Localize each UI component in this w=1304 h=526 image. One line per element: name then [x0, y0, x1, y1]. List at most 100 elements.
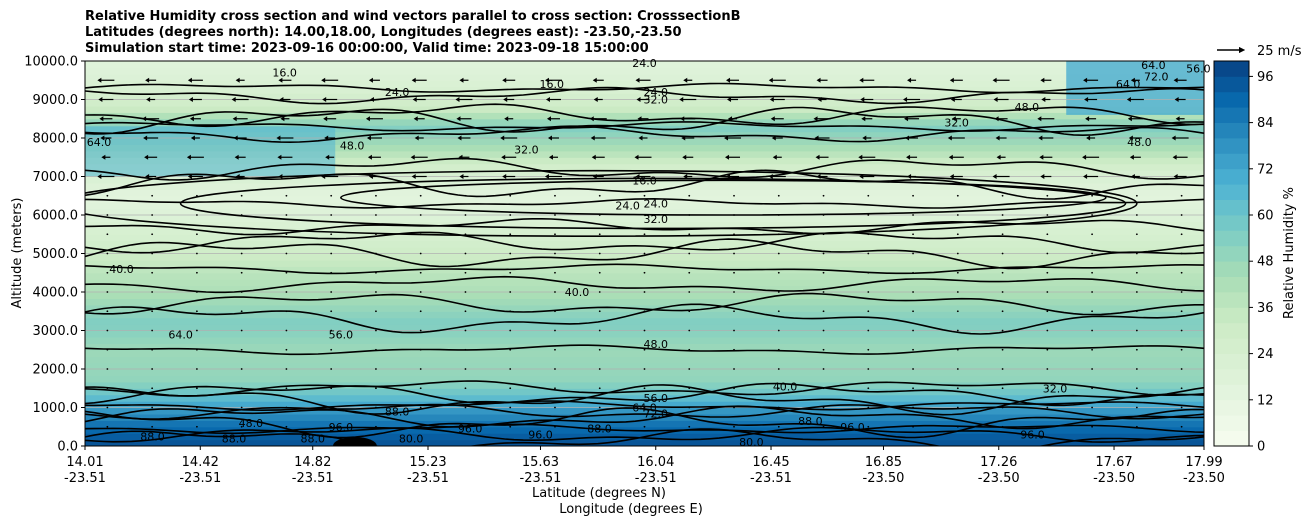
wind-vector-dot	[1180, 406, 1183, 409]
wind-vector-head	[950, 97, 955, 102]
wind-vector-head	[637, 116, 642, 122]
quiver-key: 25 m/s	[1217, 44, 1302, 59]
y-tick-label: 4000.0	[33, 286, 79, 301]
wind-vector-dot	[1046, 310, 1049, 313]
wind-vector-dot	[106, 387, 109, 390]
wind-vector-head	[592, 77, 597, 83]
wind-vector-dot	[375, 194, 377, 197]
wind-vector-dot	[912, 252, 914, 255]
wind-vector-dot	[643, 329, 646, 332]
contour-label: 72.0	[643, 407, 668, 420]
contour-line	[85, 197, 1204, 209]
wind-vector-dot	[912, 329, 914, 332]
wind-vector-dot	[1091, 291, 1093, 293]
wind-vector-dot	[777, 214, 780, 216]
y-tick-label: 6000.0	[33, 209, 79, 224]
humidity-band	[85, 118, 1204, 126]
wind-vector-dot	[598, 425, 601, 428]
humidity-band	[85, 266, 1204, 274]
contour-label: 24.0	[643, 86, 668, 99]
wind-vector-head	[948, 154, 953, 160]
colorbar-band	[1214, 292, 1249, 308]
wind-vector-dot	[912, 310, 914, 313]
wind-vector-dot	[196, 329, 198, 332]
wind-vector-dot	[419, 233, 422, 236]
wind-vector-dot	[643, 291, 646, 293]
wind-vector-dot	[1180, 233, 1183, 236]
wind-vector-dot	[1091, 194, 1093, 197]
wind-vector-head	[634, 154, 639, 160]
wind-vector-dot	[419, 387, 422, 390]
wind-vector-dot	[1135, 329, 1138, 332]
humidity-band	[85, 99, 1204, 107]
wind-vector-dot	[1001, 291, 1004, 293]
wind-vector-dot	[509, 348, 512, 351]
contour-label: 40.0	[109, 263, 134, 276]
wind-vector-dot	[1180, 252, 1183, 255]
wind-vector-dot	[1046, 291, 1049, 293]
humidity-band	[85, 439, 1204, 446]
wind-vector-head	[410, 154, 415, 160]
wind-vector-head	[726, 174, 731, 179]
wind-vector-dot	[912, 387, 914, 390]
contour-label: 96.0	[329, 421, 354, 434]
wind-vector-dot	[777, 194, 780, 197]
x-tick-label-lat: 14.42	[182, 455, 219, 470]
wind-vector-dot	[643, 406, 646, 409]
wind-vector-dot	[554, 291, 556, 293]
wind-vector-dot	[375, 425, 377, 428]
wind-vector-dot	[733, 194, 735, 197]
wind-vector-dot	[196, 387, 198, 390]
wind-vector-dot	[509, 310, 512, 313]
x-axis-label: Latitude (degrees N)	[532, 486, 666, 501]
wind-vector-dot	[151, 406, 154, 409]
wind-vector-head	[636, 97, 641, 102]
wind-vector-dot	[285, 271, 288, 274]
wind-vector-dot	[688, 348, 691, 351]
wind-vector-dot	[375, 233, 377, 236]
wind-vector-dot	[240, 368, 243, 370]
humidity-band	[85, 356, 1204, 364]
contour-label: 16.0	[539, 78, 564, 91]
wind-vector-dot	[1091, 271, 1093, 274]
wind-vector-dot	[196, 194, 198, 197]
wind-vector-dot	[822, 348, 825, 351]
wind-vector-dot	[464, 291, 467, 293]
wind-vector-dot	[822, 214, 825, 216]
contour-line	[85, 405, 1204, 430]
wind-vector-dot	[1001, 233, 1004, 236]
wind-vector-dot	[1091, 387, 1093, 390]
wind-vector-dot	[688, 291, 691, 293]
wind-vector-dot	[688, 329, 691, 332]
wind-vector-dot	[554, 406, 556, 409]
wind-vector-head	[726, 77, 731, 83]
wind-vector-head	[814, 135, 819, 141]
wind-vector-dot	[106, 291, 109, 293]
contour-label: 32.0	[1043, 382, 1068, 395]
wind-vector-head	[500, 135, 505, 141]
wind-vector-dot	[777, 425, 780, 428]
wind-vector-head	[1040, 77, 1045, 83]
wind-vector-head	[768, 174, 773, 179]
wind-vector-dot	[688, 368, 691, 370]
wind-vector-dot	[151, 348, 154, 351]
contour-label: 64.0	[1116, 78, 1141, 91]
wind-vector-dot	[509, 271, 512, 274]
x-tick-label-lat: 17.99	[1185, 455, 1222, 470]
wind-vector-dot	[598, 406, 601, 409]
wind-vector-dot	[330, 329, 333, 332]
wind-vector-dot	[240, 406, 243, 409]
wind-vector-dot	[956, 233, 959, 236]
x-tick-label-lon: -23.51	[179, 471, 221, 486]
wind-vector-head	[682, 154, 687, 160]
wind-vector-dot	[509, 291, 512, 293]
wind-vector-dot	[1091, 329, 1093, 332]
wind-vector-dot	[643, 233, 646, 236]
wind-vector-dot	[777, 291, 780, 293]
wind-vector-dot	[598, 252, 601, 255]
wind-vector-dot	[509, 387, 512, 390]
contour-label: 24.0	[643, 197, 668, 210]
wind-vector-dot	[822, 425, 825, 428]
humidity-band	[85, 73, 1204, 81]
wind-vector-head	[187, 174, 192, 179]
